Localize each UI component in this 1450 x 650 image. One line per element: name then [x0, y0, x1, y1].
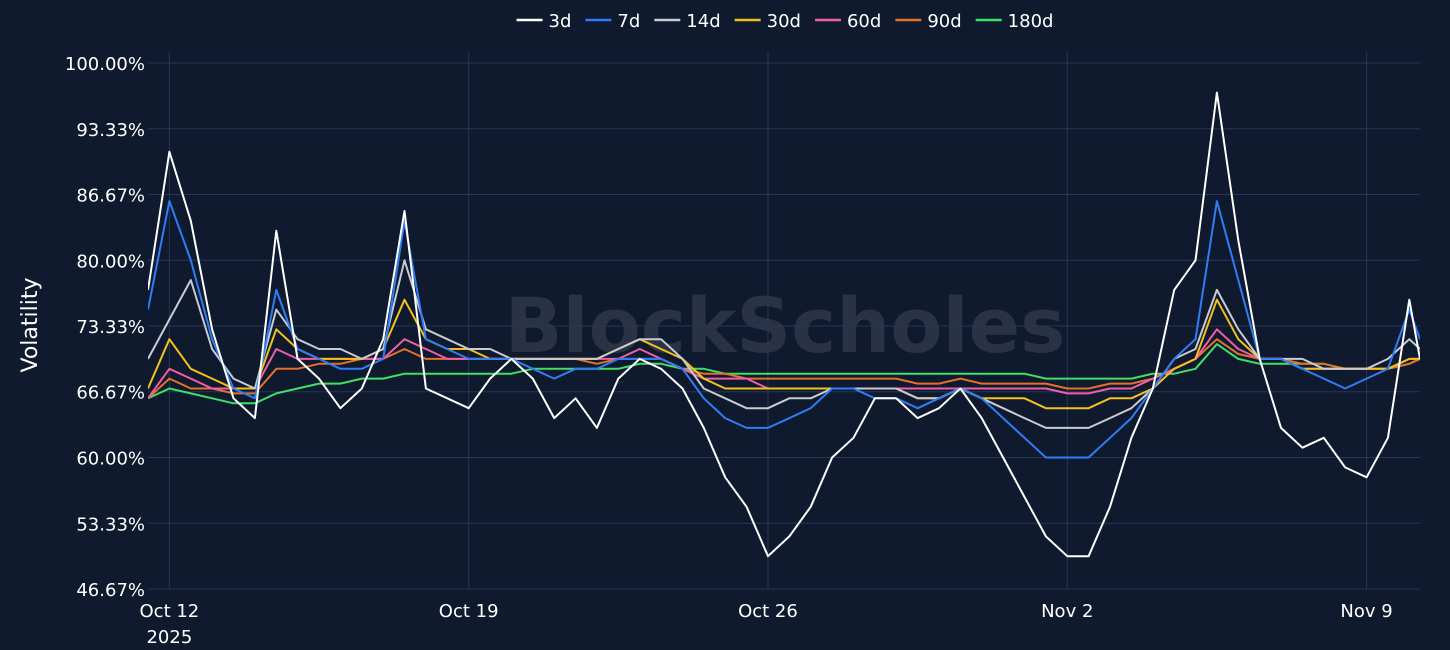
y-tick-label: 73.33% — [76, 317, 145, 338]
y-tick-label: 53.33% — [76, 514, 145, 535]
legend-label: 14d — [686, 11, 720, 32]
x-tick-year-label: 2025 — [146, 627, 192, 648]
legend-label: 90d — [927, 11, 961, 32]
y-tick-label: 80.00% — [76, 251, 145, 272]
y-axis-label: Volatility — [18, 277, 43, 372]
y-tick-label: 93.33% — [76, 120, 145, 141]
legend-label: 30d — [767, 11, 801, 32]
legend-label: 7d — [617, 11, 640, 32]
legend: 3d 7d 14d 30d 60d 90d 180d — [516, 11, 1054, 32]
x-axis: Oct 12 Oct 19 Oct 26 Nov 2 Nov 9 2025 — [140, 601, 1393, 648]
watermark-text: BlockScholes — [505, 281, 1066, 370]
series-line-7d — [148, 200, 1420, 459]
legend-item-3d[interactable]: 3d — [516, 11, 572, 32]
series-line-14d — [148, 259, 1420, 429]
y-tick-label: 66.67% — [76, 383, 145, 404]
x-tick-label: Oct 19 — [439, 601, 499, 622]
y-tick-label: 86.67% — [76, 185, 145, 206]
legend-label: 3d — [549, 11, 572, 32]
legend-label: 60d — [847, 11, 881, 32]
legend-item-180d[interactable]: 180d — [975, 11, 1054, 32]
x-tick-label: Nov 2 — [1041, 601, 1093, 622]
y-axis: 46.67% 53.33% 60.00% 66.67% 73.33% 80.00% 86.6… — [65, 54, 145, 601]
series-lines — [148, 91, 1420, 558]
legend-item-90d[interactable]: 90d — [895, 11, 962, 32]
legend-item-30d[interactable]: 30d — [734, 11, 801, 32]
legend-item-60d[interactable]: 60d — [814, 11, 881, 32]
series-line-3d — [148, 91, 1420, 558]
x-tick-label: Nov 9 — [1340, 601, 1392, 622]
series-line-180d — [148, 343, 1420, 405]
x-tick-label: Oct 12 — [140, 601, 200, 622]
x-tick-label: Oct 26 — [738, 601, 798, 622]
grid — [148, 52, 1420, 590]
y-tick-label: 100.00% — [65, 54, 145, 75]
legend-item-7d[interactable]: 7d — [585, 11, 640, 32]
watermark: BlockScholes — [505, 281, 1066, 370]
y-tick-label: 60.00% — [76, 449, 145, 470]
y-tick-label: 46.67% — [76, 580, 145, 601]
legend-item-14d[interactable]: 14d — [654, 11, 721, 32]
legend-label: 180d — [1008, 11, 1054, 32]
